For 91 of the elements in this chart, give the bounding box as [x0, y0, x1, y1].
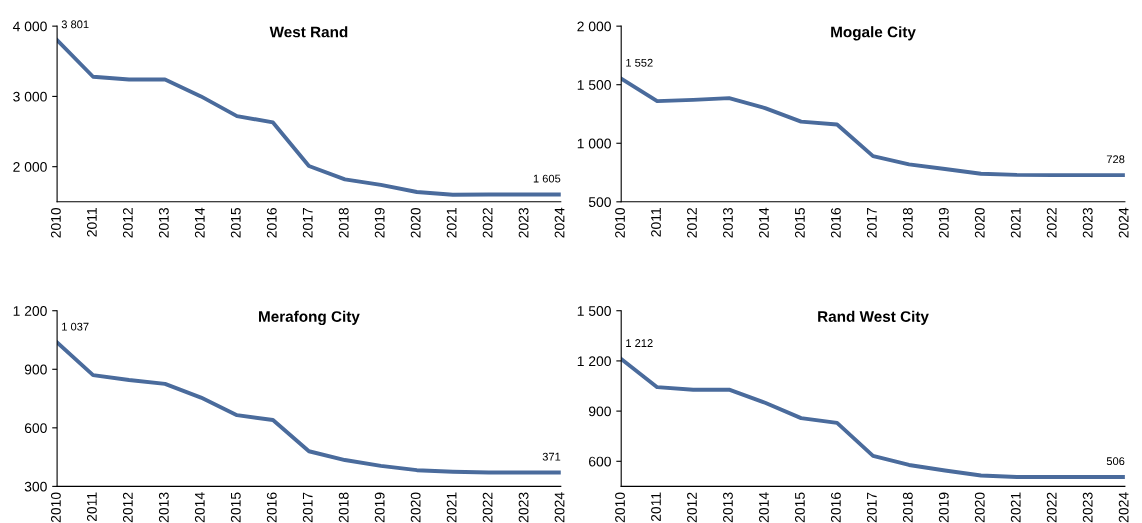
data-label: 3 801 [61, 20, 89, 29]
x-tick-label: 2015 [230, 492, 241, 523]
y-tick-label: 300 [24, 481, 47, 492]
data-label: 1 212 [626, 339, 653, 347]
x-tick-label: 2017 [302, 492, 313, 523]
x-tick-label: 2010 [50, 492, 61, 523]
x-tick-label: 2020 [974, 207, 985, 238]
y-tick-label: 600 [589, 456, 611, 467]
x-tick-label: 2023 [1082, 207, 1093, 238]
x-tick-label: 2014 [194, 207, 205, 238]
y-tick-label: 2 000 [13, 162, 47, 172]
x-tick-label: 2016 [266, 492, 277, 523]
data-label: 506 [1106, 457, 1125, 466]
x-tick-label: 2022 [482, 208, 493, 238]
x-tick-label: 2021 [1010, 492, 1021, 523]
x-tick-label: 2019 [374, 492, 385, 523]
x-tick-label: 2021 [1010, 208, 1021, 238]
x-tick-label: 2022 [1046, 492, 1057, 523]
x-tick-label: 2011 [86, 208, 97, 237]
x-tick-label: 2020 [410, 492, 421, 523]
y-tick-label: 1 200 [13, 306, 47, 316]
x-tick-label: 2011 [86, 492, 97, 522]
x-tick-label: 2022 [482, 492, 493, 523]
data-label: 371 [542, 452, 561, 461]
line-series [57, 340, 561, 475]
data-label: 1 037 [62, 322, 89, 331]
data-label: 728 [1106, 155, 1125, 164]
x-tick-label: 2018 [338, 492, 349, 523]
x-tick-label: 2024 [554, 207, 565, 238]
x-tick-label: 2017 [866, 208, 877, 238]
x-tick-label: 2016 [830, 492, 841, 523]
x-tick-label: 2024 [1118, 492, 1129, 523]
x-tick-label: 2012 [687, 208, 697, 238]
y-tick-label: 3 000 [13, 91, 47, 102]
x-tick-label: 2018 [902, 207, 913, 238]
x-tick-label: 2013 [723, 492, 733, 523]
x-tick-label: 2015 [794, 492, 805, 523]
x-tick-label: 2020 [974, 492, 985, 523]
x-tick-label: 2014 [194, 492, 205, 523]
x-tick-label: 2011 [651, 208, 661, 237]
y-tick-label: 900 [588, 406, 611, 417]
data-label: 1 605 [533, 174, 561, 183]
x-tick-label: 2019 [374, 208, 385, 238]
x-tick-label: 2010 [615, 492, 625, 523]
x-tick-label: 2010 [50, 207, 61, 238]
x-tick-label: 2011 [651, 492, 661, 522]
x-tick-label: 2021 [446, 208, 457, 238]
x-tick-label: 2012 [687, 492, 697, 523]
y-tick-label: 500 [588, 197, 611, 207]
data-label: 1 552 [626, 58, 653, 67]
x-tick-label: 2014 [759, 207, 769, 238]
line-series [621, 76, 1125, 178]
x-tick-label: 2019 [938, 492, 949, 523]
line-series [57, 38, 561, 197]
x-tick-label: 2019 [938, 208, 949, 238]
y-tick-label: 1 500 [577, 80, 611, 90]
x-tick-label: 2013 [723, 207, 733, 238]
y-tick-label: 1 000 [577, 138, 611, 149]
x-tick-label: 2016 [266, 207, 277, 238]
x-tick-label: 2015 [794, 207, 805, 238]
chart-title: Merafong City [259, 310, 360, 326]
x-tick-label: 2013 [158, 207, 169, 238]
y-tick-label: 900 [24, 364, 47, 375]
x-tick-label: 2016 [830, 207, 841, 238]
chart-title: Rand West City [818, 310, 929, 325]
x-tick-label: 2010 [615, 207, 625, 238]
x-tick-label: 2014 [759, 492, 769, 523]
y-tick-label: 4 000 [12, 21, 47, 32]
x-tick-label: 2023 [518, 492, 529, 523]
x-tick-label: 2018 [338, 207, 349, 238]
x-tick-label: 2012 [122, 492, 133, 523]
x-tick-label: 2017 [302, 208, 313, 238]
x-tick-label: 2024 [554, 492, 565, 523]
x-tick-label: 2020 [410, 207, 421, 238]
x-tick-label: 2024 [1118, 207, 1129, 238]
y-tick-label: 1 500 [577, 306, 611, 316]
x-tick-label: 2023 [518, 207, 529, 238]
x-tick-label: 2023 [1082, 492, 1093, 523]
x-tick-label: 2021 [446, 492, 457, 523]
y-tick-label: 2 000 [577, 21, 611, 32]
y-tick-label: 1 200 [577, 356, 611, 367]
line-series [621, 356, 1125, 479]
chart-title: Mogale City [831, 26, 916, 41]
x-tick-label: 2022 [1046, 208, 1057, 238]
x-tick-label: 2012 [122, 208, 133, 238]
y-tick-label: 600 [24, 423, 47, 433]
x-tick-label: 2015 [230, 207, 241, 238]
x-tick-label: 2017 [866, 492, 877, 523]
x-tick-label: 2013 [158, 492, 169, 523]
chart-title: West Rand [269, 26, 348, 38]
x-tick-label: 2018 [902, 492, 913, 523]
